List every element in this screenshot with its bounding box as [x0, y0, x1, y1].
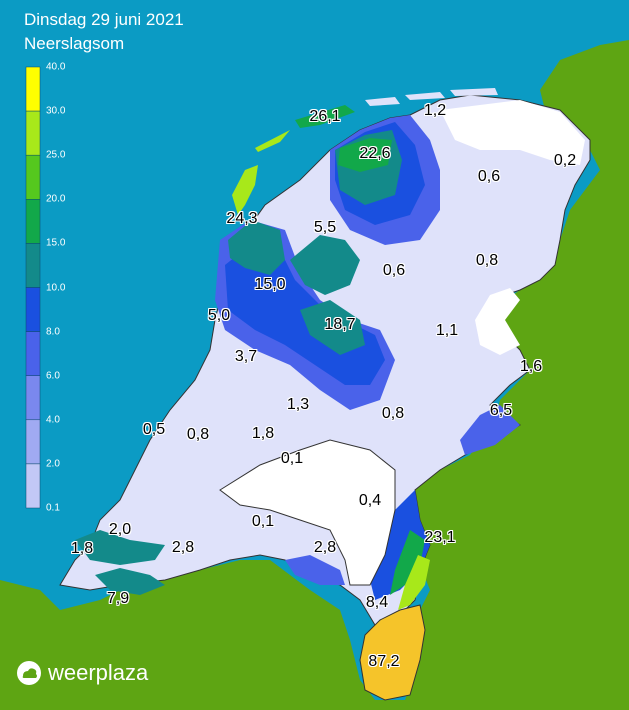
legend-tick-label: 2.0: [46, 458, 60, 470]
legend-swatch: [25, 154, 41, 200]
rain-band-south-green: [390, 530, 425, 595]
precipitation-value: 3,7: [234, 348, 258, 365]
precipitation-value: 0,5: [142, 421, 166, 438]
legend-swatch: [25, 419, 41, 465]
dry-area-northeast: [440, 100, 585, 165]
rain-band-south-yellow: [398, 555, 430, 610]
precipitation-value: 2,8: [313, 539, 337, 556]
precipitation-value: 0,6: [382, 262, 406, 279]
weerplaza-logo-icon: [17, 661, 41, 685]
precipitation-value: 7,9: [106, 590, 130, 607]
legend-tick-label: 15.0: [46, 237, 66, 249]
legend-swatch: [25, 66, 41, 112]
map-subtitle: Neerslagsom: [24, 34, 125, 53]
precipitation-value: 1,1: [435, 322, 459, 339]
rain-band-east: [460, 405, 520, 455]
dry-area-center: [219, 439, 396, 586]
precipitation-value: 2,8: [171, 539, 195, 556]
legend-tick-label: 20.0: [46, 193, 66, 205]
legend-tick-label: 0.1: [46, 502, 60, 514]
precipitation-value: 24,3: [226, 210, 258, 227]
legend-tick-label: 10.0: [46, 282, 66, 293]
precipitation-value: 0,1: [280, 450, 304, 467]
precipitation-value: 1,3: [286, 396, 310, 413]
legend-tick-label: 8.0: [46, 326, 60, 338]
legend-swatch: [25, 199, 41, 244]
precipitation-value: 1,6: [519, 358, 543, 375]
precipitation-value: 22,6: [359, 145, 391, 162]
precipitation-value: 0,8: [475, 252, 499, 269]
rain-band-west-inner: [228, 220, 365, 355]
precipitation-value: 18,7: [324, 316, 356, 333]
brand-logo: weerplaza: [16, 660, 148, 686]
legend-swatch: [25, 463, 41, 509]
ijsselmeer-water: [290, 235, 360, 295]
wadden-islands-far: [365, 88, 498, 106]
precipitation-value: 26,1: [309, 108, 341, 125]
precipitation-value: 15,0: [254, 276, 286, 293]
legend-tick-label: 4.0: [46, 414, 60, 426]
precipitation-value: 8,4: [365, 594, 389, 611]
neighbor-land: [0, 40, 629, 710]
map-date: Dinsdag 29 juni 2021: [24, 10, 184, 29]
brand-name: weerplaza: [48, 660, 149, 685]
legend-tick-label: 40.0: [46, 61, 66, 73]
zeeland-water: [75, 530, 165, 595]
precipitation-value: 0,6: [477, 168, 501, 185]
precipitation-value: 0,4: [358, 492, 382, 509]
precipitation-value: 2,0: [108, 521, 132, 538]
legend-tick-label: 6.0: [46, 370, 60, 382]
precipitation-value: 87,2: [368, 653, 400, 670]
precipitation-value: 5,5: [313, 219, 337, 236]
legend-tick-label: 30.0: [46, 105, 66, 117]
precipitation-value: 1,8: [70, 540, 94, 557]
legend-tick-label: 25.0: [46, 149, 66, 161]
precipitation-value: 5,0: [207, 307, 231, 324]
precipitation-value: 0,8: [381, 405, 405, 422]
legend-swatch: [25, 110, 41, 156]
legend-swatch: [25, 287, 41, 332]
precipitation-value: 0,8: [186, 426, 210, 443]
precipitation-value: 6,5: [489, 402, 513, 419]
precipitation-value: 23,1: [424, 529, 456, 546]
precipitation-value: 0,1: [251, 513, 275, 530]
precipitation-value: 1,2: [423, 102, 447, 119]
rain-band-north-max: [338, 138, 392, 172]
legend-swatch: [25, 331, 41, 376]
precipitation-value: 1,8: [251, 425, 275, 442]
limburg-max: [359, 604, 426, 701]
dry-area-east: [475, 288, 520, 355]
precipitation-value: 0,2: [553, 152, 577, 169]
legend-swatch: [25, 243, 41, 288]
wadden-islands-east: [295, 105, 355, 128]
rain-southwest: [285, 555, 345, 585]
legend-swatch: [25, 375, 41, 421]
color-legend: [25, 66, 41, 509]
wadden-islands: [232, 130, 290, 215]
